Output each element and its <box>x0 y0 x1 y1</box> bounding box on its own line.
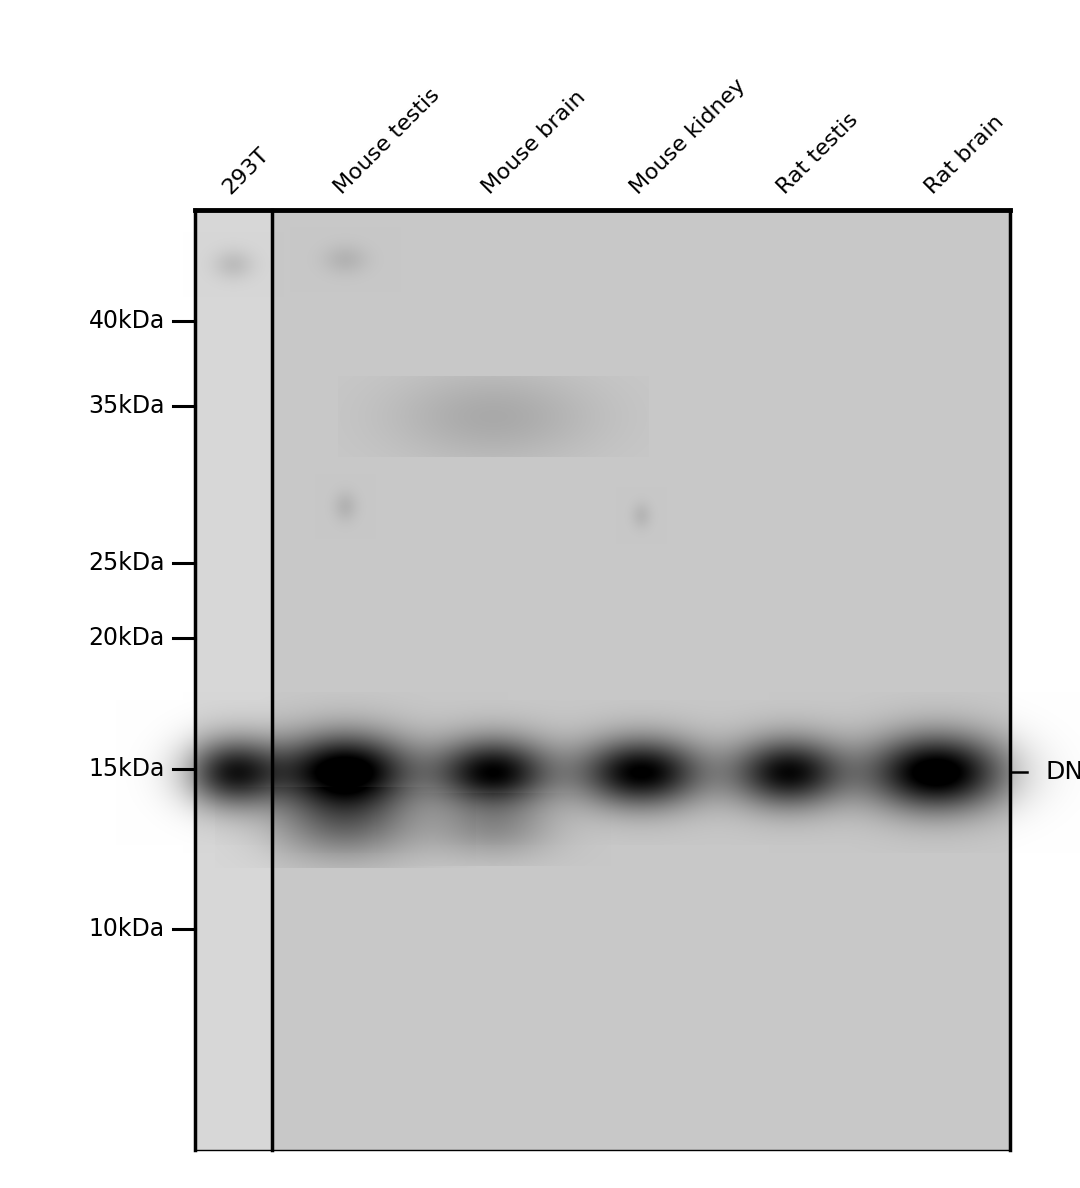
Text: 40kDa: 40kDa <box>89 309 165 333</box>
Text: Mouse testis: Mouse testis <box>330 86 444 198</box>
Text: Mouse kidney: Mouse kidney <box>626 75 750 198</box>
Text: 25kDa: 25kDa <box>89 550 165 575</box>
Text: Rat testis: Rat testis <box>774 109 862 198</box>
Text: 10kDa: 10kDa <box>89 917 165 941</box>
Text: 35kDa: 35kDa <box>89 393 165 417</box>
Text: 15kDa: 15kDa <box>89 757 165 782</box>
Text: 20kDa: 20kDa <box>89 626 165 650</box>
Text: 293T: 293T <box>219 144 272 198</box>
Text: Mouse brain: Mouse brain <box>478 87 590 198</box>
Text: DNAJC15: DNAJC15 <box>1045 760 1080 784</box>
Text: Rat brain: Rat brain <box>922 112 1008 198</box>
